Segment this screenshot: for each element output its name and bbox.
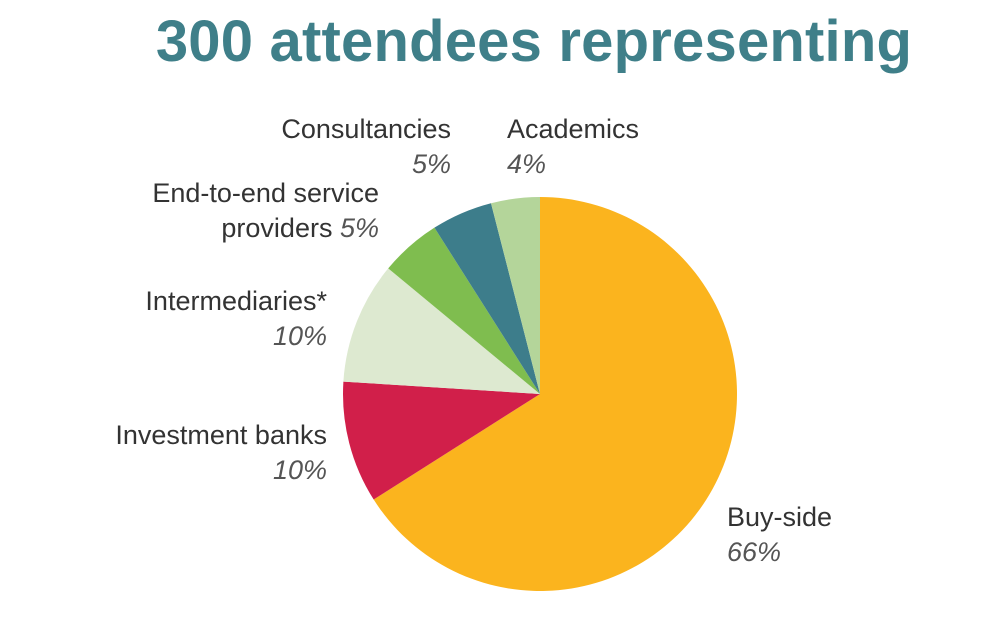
label-academics: Academics 4% [507,112,639,182]
label-end-to-end-line2-wrap: providers 5% [152,211,379,246]
label-end-to-end: End-to-end service providers 5% [152,176,379,246]
label-investment-banks: Investment banks 10% [115,418,327,488]
label-consultancies-value: 5% [411,149,451,179]
label-academics-name: Academics [507,114,640,144]
pie-slice-academics [491,197,540,394]
label-end-to-end-value: 5% [339,213,379,243]
label-intermediaries: Intermediaries* 10% [145,284,327,354]
label-consultancies: Consultancies 5% [281,112,451,182]
label-end-to-end-line1: End-to-end service [152,178,379,208]
label-investment-banks-value: 10% [272,455,327,485]
label-buy-side: Buy-side 66% [727,500,832,570]
label-intermediaries-value: 10% [272,321,327,351]
pie-slice-buy-side [373,197,738,591]
label-buy-side-value: 66% [727,537,782,567]
chart-title: 300 attendees representing [155,9,913,74]
label-investment-banks-name: Investment banks [115,420,327,450]
pie-slices [343,197,738,591]
label-consultancies-name: Consultancies [281,114,451,144]
pie-slice-intermediaries [343,268,540,394]
label-intermediaries-name: Intermediaries* [145,286,327,316]
pie-slice-investment-banks [343,381,540,500]
pie-slice-end-to-end-service [388,227,540,394]
pie-slice-consultancies [434,203,540,394]
label-buy-side-name: Buy-side [727,502,833,532]
label-end-to-end-line2: providers [221,213,333,243]
label-academics-value: 4% [507,149,547,179]
